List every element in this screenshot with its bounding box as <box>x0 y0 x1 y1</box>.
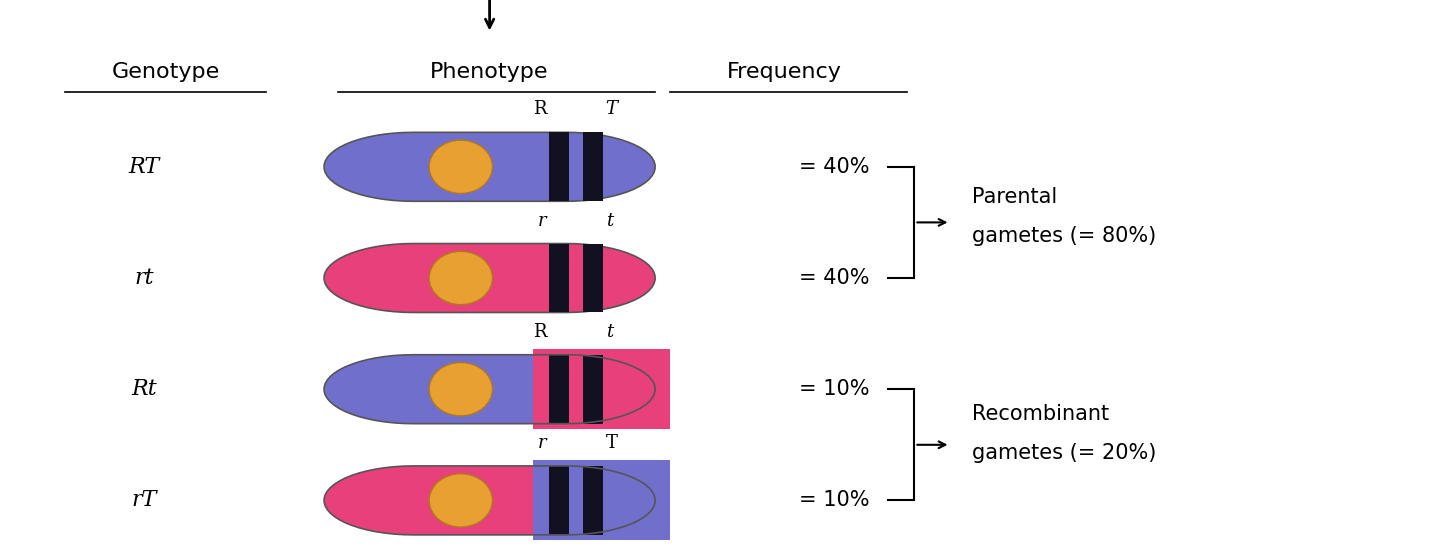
Text: = 40%: = 40% <box>799 157 870 177</box>
Text: Genotype: Genotype <box>111 62 220 82</box>
Ellipse shape <box>429 474 492 527</box>
Bar <box>583 244 603 312</box>
PathPatch shape <box>324 466 655 535</box>
Text: r: r <box>539 212 547 230</box>
Text: gametes (= 20%): gametes (= 20%) <box>972 443 1156 463</box>
Bar <box>549 244 569 312</box>
Text: RT: RT <box>128 156 160 178</box>
Text: Parental: Parental <box>972 187 1057 207</box>
Text: = 40%: = 40% <box>799 268 870 288</box>
Text: = 10%: = 10% <box>799 490 870 510</box>
FancyBboxPatch shape <box>533 460 670 540</box>
Text: rt: rt <box>134 267 154 289</box>
Bar <box>549 355 569 424</box>
Text: Recombinant: Recombinant <box>972 404 1109 424</box>
Text: rT: rT <box>131 489 157 512</box>
Text: T: T <box>606 434 618 452</box>
Bar <box>549 132 569 201</box>
Text: t: t <box>606 323 613 341</box>
Ellipse shape <box>429 140 492 193</box>
Ellipse shape <box>429 363 492 416</box>
Text: = 10%: = 10% <box>799 379 870 399</box>
Text: gametes (= 80%): gametes (= 80%) <box>972 226 1156 246</box>
Text: Phenotype: Phenotype <box>431 62 549 82</box>
Ellipse shape <box>429 251 492 305</box>
Text: R: R <box>533 323 547 341</box>
PathPatch shape <box>324 355 655 424</box>
Bar <box>549 466 569 535</box>
Bar <box>583 355 603 424</box>
Text: T: T <box>606 101 618 118</box>
PathPatch shape <box>324 132 655 201</box>
Text: t: t <box>606 212 613 230</box>
Text: Rt: Rt <box>131 378 157 400</box>
FancyBboxPatch shape <box>533 349 670 429</box>
Text: r: r <box>539 434 547 452</box>
Bar <box>583 132 603 201</box>
Text: Frequency: Frequency <box>727 62 842 82</box>
Text: R: R <box>533 101 547 118</box>
Bar <box>583 466 603 535</box>
PathPatch shape <box>324 244 655 312</box>
